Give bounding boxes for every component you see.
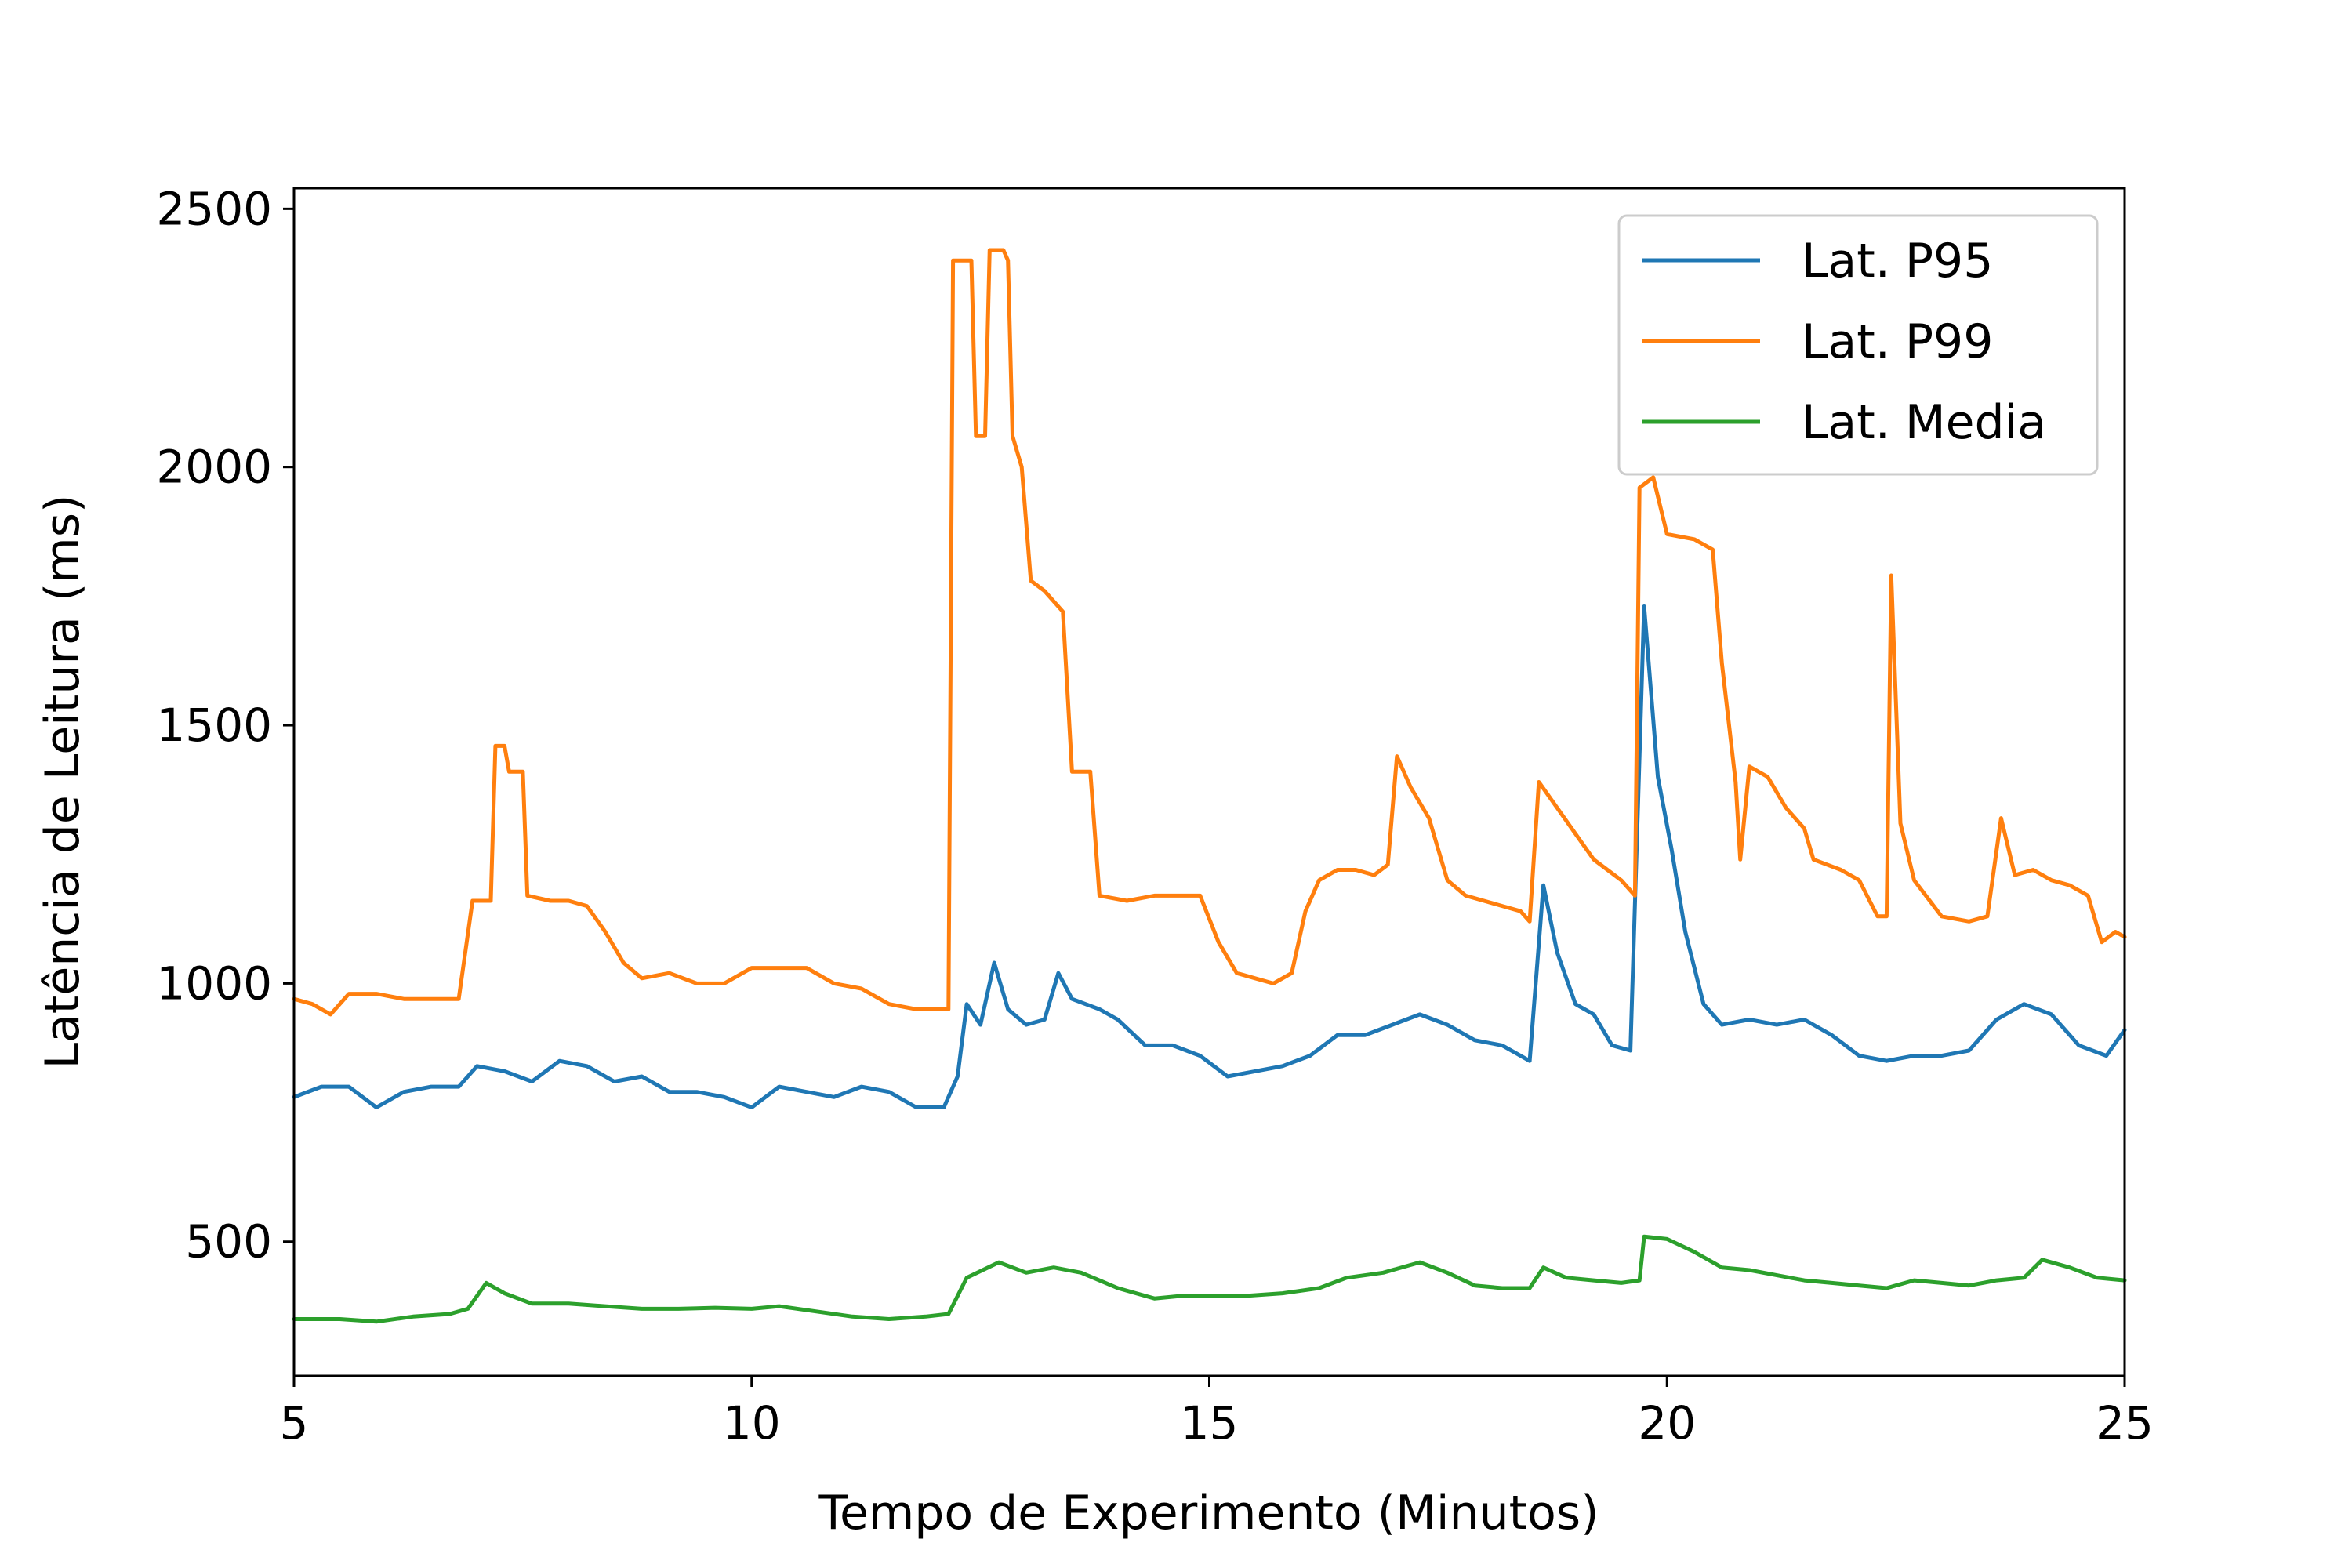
x-tick-label: 20 xyxy=(1638,1396,1696,1450)
legend-label-1: Lat. P95 xyxy=(1802,234,1993,289)
y-axis-label: Latência de Leitura (ms) xyxy=(35,495,90,1069)
x-tick-label: 10 xyxy=(723,1396,781,1450)
y-tick-label: 1000 xyxy=(156,956,272,1010)
y-tick-label: 500 xyxy=(185,1215,272,1269)
legend-box xyxy=(1617,214,2099,476)
x-axis-label: Tempo de Experimento (Minutos) xyxy=(818,1486,1599,1541)
y-tick-label: 2000 xyxy=(156,441,272,494)
series-line-3 xyxy=(292,1234,2127,1324)
x-tick-label: 25 xyxy=(2096,1396,2154,1450)
x-tick-label: 15 xyxy=(1181,1396,1239,1450)
plot-lines xyxy=(292,248,2127,1324)
y-tick-label: 2500 xyxy=(156,182,272,235)
legend: Lat. P95 Lat. P99 Lat. Media xyxy=(1617,214,2099,476)
axis-ticks: 5 10 15 20 25 500 1000 1500 2000 2500 xyxy=(156,182,2154,1450)
y-tick-label: 1500 xyxy=(156,699,272,752)
x-tick-label: 5 xyxy=(280,1396,309,1450)
legend-label-2: Lat. P99 xyxy=(1802,314,1993,369)
legend-label-3: Lat. Media xyxy=(1802,395,2046,450)
series-line-2 xyxy=(292,248,2127,1017)
series-line-1 xyxy=(292,604,2127,1109)
